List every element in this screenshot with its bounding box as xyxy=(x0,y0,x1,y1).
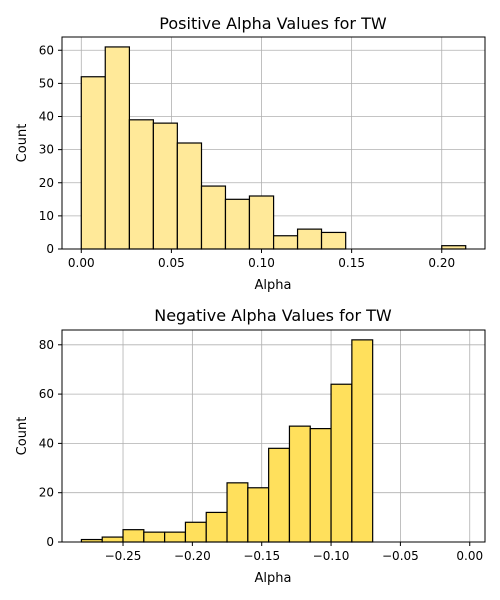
histogram-bar xyxy=(164,531,187,543)
plot-frame xyxy=(61,329,486,543)
histogram-bar xyxy=(247,487,270,543)
x-tick-label: −0.15 xyxy=(243,549,280,563)
y-tick-label: 20 xyxy=(39,176,54,190)
y-tick-label: 40 xyxy=(39,110,54,124)
x-axis-label: Alpha xyxy=(255,278,292,293)
histogram-bar xyxy=(296,228,323,250)
x-tick-label: 0.00 xyxy=(456,549,483,563)
y-axis-label: Count xyxy=(15,124,30,163)
histogram-bar xyxy=(226,482,249,543)
y-axis-label: Count xyxy=(15,417,30,456)
x-tick-label: 0.10 xyxy=(248,256,275,270)
y-tick-label: 80 xyxy=(39,338,54,352)
x-tick-label: 0.15 xyxy=(338,256,365,270)
histogram-bar xyxy=(288,425,311,543)
chart-title: Negative Alpha Values for TW xyxy=(154,306,392,325)
histogram-bar xyxy=(224,198,251,250)
x-tick-label: −0.10 xyxy=(313,549,350,563)
chart-title: Positive Alpha Values for TW xyxy=(159,14,387,33)
y-tick-label: 0 xyxy=(46,535,54,549)
y-tick-label: 10 xyxy=(39,209,54,223)
x-tick-label: −0.05 xyxy=(382,549,419,563)
y-tick-label: 60 xyxy=(39,387,54,401)
histogram-bar xyxy=(143,531,166,543)
y-tick-label: 0 xyxy=(46,242,54,256)
y-tick-label: 30 xyxy=(39,143,54,157)
histogram-bar xyxy=(80,76,106,250)
plot-frame xyxy=(61,36,486,250)
histogram-bar xyxy=(104,46,131,250)
histogram-bar xyxy=(128,119,154,250)
negative-alpha-histogram: Negative Alpha Values for TW Alpha Count… xyxy=(15,306,486,586)
y-tick-label: 50 xyxy=(39,76,54,90)
histogram-bar xyxy=(184,521,207,543)
x-tick-label: 0.00 xyxy=(68,256,95,270)
histogram-bar xyxy=(268,447,291,543)
histogram-bar xyxy=(309,428,332,543)
histogram-bar xyxy=(200,185,227,250)
x-tick-label: −0.20 xyxy=(174,549,211,563)
x-tick-label: −0.25 xyxy=(105,549,142,563)
x-axis-label: Alpha xyxy=(255,571,292,586)
histogram-bar xyxy=(152,122,178,250)
histogram-bar xyxy=(351,339,374,543)
y-tick-label: 60 xyxy=(39,43,54,57)
y-tick-label: 20 xyxy=(39,486,54,500)
histogram-bar xyxy=(101,536,124,543)
histogram-bar xyxy=(122,529,145,543)
x-tick-label: 0.20 xyxy=(428,256,455,270)
histogram-bar xyxy=(248,195,275,250)
histogram-bar xyxy=(205,511,228,543)
histogram-bar xyxy=(320,231,347,250)
positive-alpha-histogram: Positive Alpha Values for TW Alpha Count… xyxy=(15,14,486,293)
x-tick-label: 0.05 xyxy=(158,256,185,270)
histogram-bar xyxy=(272,235,299,250)
y-tick-label: 40 xyxy=(39,436,54,450)
histogram-bar xyxy=(330,383,353,543)
histogram-bar xyxy=(176,142,203,250)
